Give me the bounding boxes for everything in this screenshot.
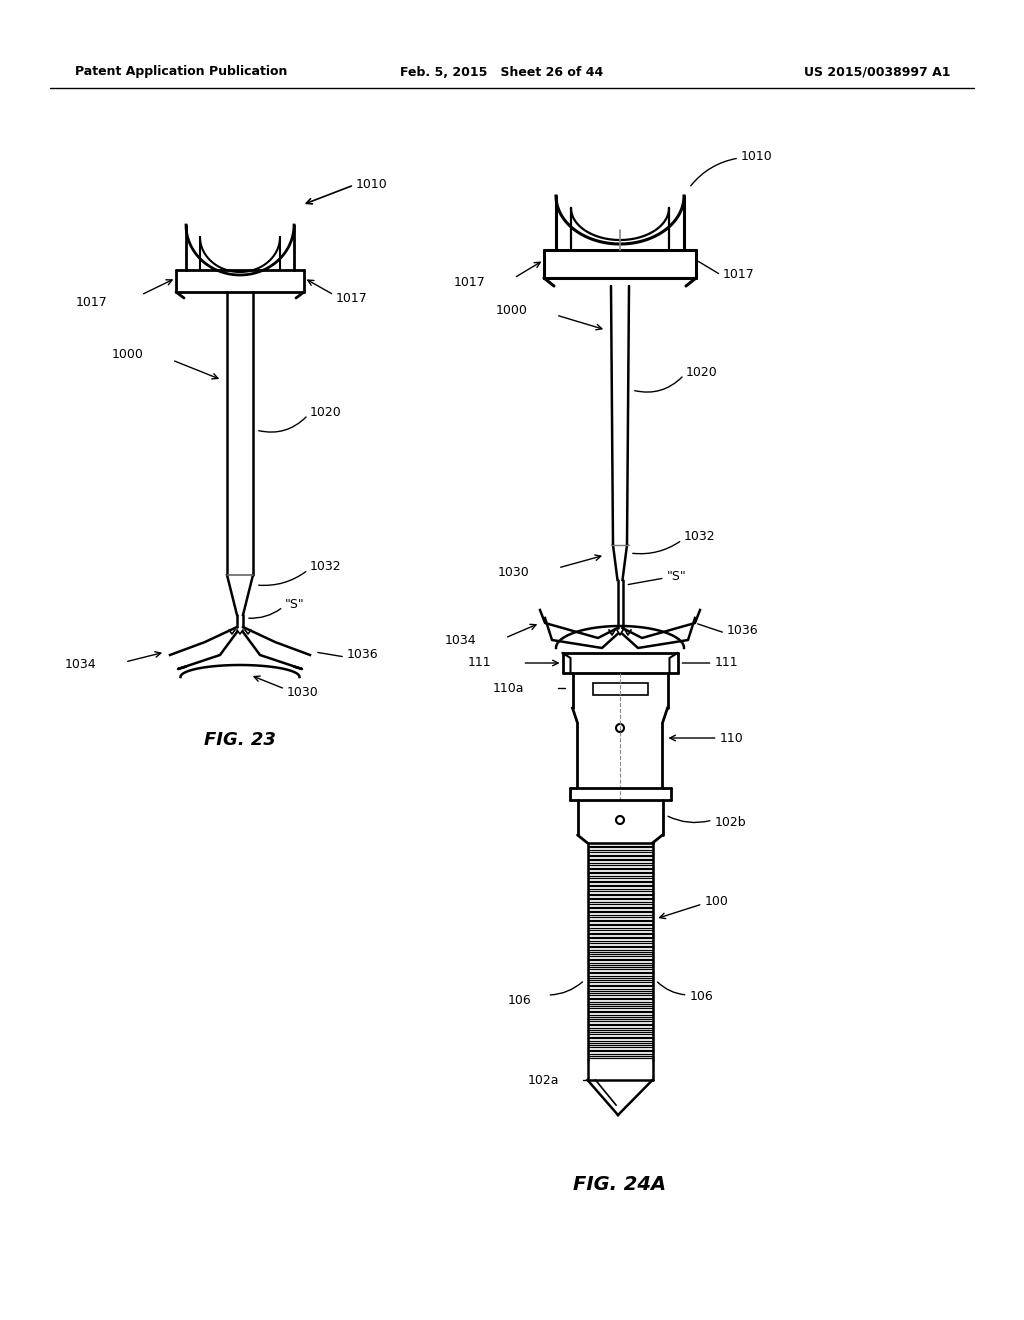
Text: FIG. 24A: FIG. 24A: [573, 1176, 667, 1195]
Text: "S": "S": [285, 598, 305, 611]
Text: 1036: 1036: [727, 624, 759, 638]
Text: 111: 111: [715, 656, 738, 669]
Bar: [588, 956, 652, 958]
Bar: [588, 973, 652, 975]
Text: 1000: 1000: [496, 304, 528, 317]
Bar: [588, 935, 652, 937]
Text: 106: 106: [689, 990, 714, 1003]
Text: 1017: 1017: [454, 276, 485, 289]
Text: 1000: 1000: [112, 348, 144, 362]
Bar: [588, 855, 652, 859]
Bar: [588, 1047, 652, 1049]
Bar: [588, 1012, 652, 1015]
Bar: [588, 1051, 652, 1055]
Text: 102b: 102b: [715, 816, 746, 829]
Text: FIG. 23: FIG. 23: [204, 731, 275, 748]
Bar: [588, 999, 652, 1002]
Bar: [588, 929, 652, 933]
Bar: [588, 865, 652, 867]
Bar: [588, 895, 652, 898]
Bar: [588, 969, 652, 972]
Text: 1020: 1020: [686, 367, 718, 380]
Bar: [588, 843, 652, 846]
Bar: [593, 682, 647, 696]
Text: 106: 106: [508, 994, 531, 1006]
Bar: [588, 869, 652, 873]
Bar: [588, 887, 652, 890]
Text: 111: 111: [468, 656, 492, 669]
Bar: [588, 925, 652, 928]
Text: Feb. 5, 2015   Sheet 26 of 44: Feb. 5, 2015 Sheet 26 of 44: [400, 66, 603, 78]
Text: 1030: 1030: [498, 565, 529, 578]
Bar: [588, 1043, 652, 1045]
Bar: [588, 995, 652, 998]
Bar: [588, 948, 652, 950]
Bar: [588, 1039, 652, 1041]
Text: 1020: 1020: [310, 407, 342, 420]
Text: 1030: 1030: [287, 685, 318, 698]
Bar: [588, 1003, 652, 1006]
Bar: [588, 882, 652, 884]
Bar: [588, 912, 652, 915]
Text: 102a: 102a: [527, 1073, 559, 1086]
Bar: [588, 921, 652, 924]
Text: 1017: 1017: [76, 296, 108, 309]
Bar: [588, 904, 652, 907]
Bar: [588, 861, 652, 863]
Bar: [588, 847, 652, 850]
Text: 100: 100: [705, 895, 728, 908]
Bar: [588, 942, 652, 945]
Bar: [588, 965, 652, 968]
Text: 1017: 1017: [723, 268, 755, 281]
Text: "S": "S": [667, 569, 686, 582]
Text: 1010: 1010: [741, 149, 773, 162]
Bar: [588, 1030, 652, 1032]
Bar: [588, 908, 652, 911]
Text: 1010: 1010: [356, 178, 388, 191]
Bar: [588, 982, 652, 985]
Bar: [588, 891, 652, 894]
Bar: [588, 899, 652, 903]
Bar: [588, 978, 652, 981]
Text: 1034: 1034: [65, 659, 96, 672]
Text: 110a: 110a: [493, 681, 524, 694]
Bar: [588, 986, 652, 989]
Bar: [588, 960, 652, 964]
Bar: [588, 851, 652, 854]
Text: 1034: 1034: [445, 635, 476, 648]
Text: 1032: 1032: [310, 561, 342, 573]
Bar: [588, 952, 652, 954]
Bar: [588, 1008, 652, 1011]
Text: 110: 110: [720, 731, 743, 744]
Bar: [588, 1020, 652, 1024]
Text: 1032: 1032: [684, 531, 716, 544]
Text: Patent Application Publication: Patent Application Publication: [75, 66, 288, 78]
Bar: [588, 1034, 652, 1036]
Bar: [588, 939, 652, 941]
Bar: [588, 878, 652, 880]
Text: 1017: 1017: [336, 292, 368, 305]
Bar: [588, 1016, 652, 1019]
Bar: [588, 1026, 652, 1028]
Text: 1036: 1036: [347, 648, 379, 661]
Bar: [588, 874, 652, 876]
Bar: [588, 917, 652, 920]
Bar: [588, 1056, 652, 1059]
Bar: [588, 990, 652, 994]
Text: US 2015/0038997 A1: US 2015/0038997 A1: [804, 66, 950, 78]
